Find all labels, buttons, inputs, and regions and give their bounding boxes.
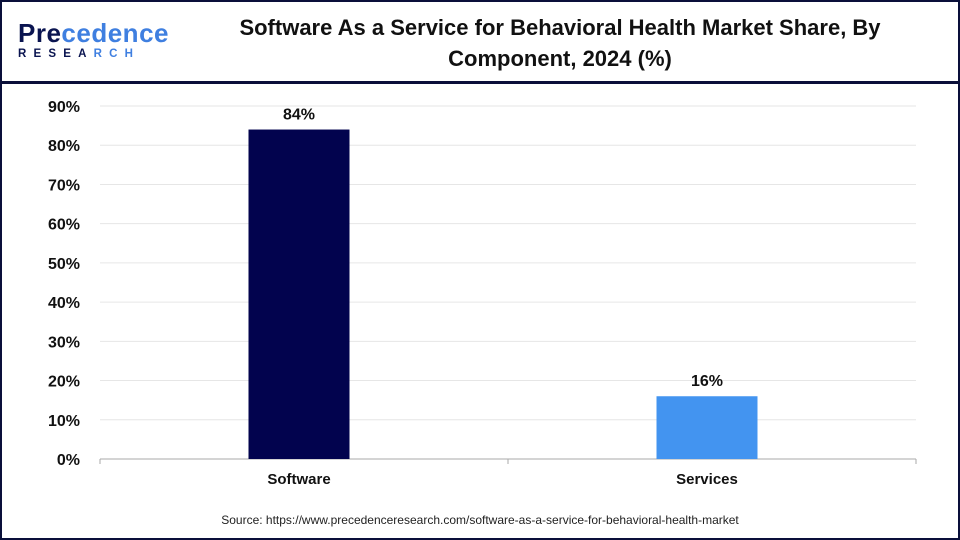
y-tick-label: 40% bbox=[48, 295, 80, 312]
y-tick-label: 70% bbox=[48, 177, 80, 194]
data-label: 84% bbox=[283, 107, 315, 124]
bar-services bbox=[656, 396, 758, 459]
source-note: Source: https://www.precedenceresearch.c… bbox=[221, 513, 739, 527]
y-tick-label: 80% bbox=[48, 138, 80, 155]
y-tick-label: 90% bbox=[48, 99, 80, 116]
data-label: 16% bbox=[691, 373, 723, 390]
header-divider bbox=[0, 81, 960, 84]
y-tick-label: 30% bbox=[48, 334, 80, 351]
logo-main: Precedence bbox=[18, 18, 169, 48]
y-tick-label: 60% bbox=[48, 217, 80, 234]
logo: Precedence RESEARCH bbox=[18, 20, 169, 60]
bar-software bbox=[248, 129, 350, 460]
logo-sub: RESEARCH bbox=[18, 48, 141, 60]
y-tick-label: 10% bbox=[48, 413, 80, 430]
x-tick-label: Software bbox=[267, 471, 330, 488]
y-tick-label: 0% bbox=[57, 452, 80, 469]
y-tick-label: 50% bbox=[48, 256, 80, 273]
x-tick-label: Services bbox=[676, 471, 738, 488]
y-tick-label: 20% bbox=[48, 374, 80, 391]
chart-title: Software As a Service for Behavioral Hea… bbox=[239, 15, 881, 71]
